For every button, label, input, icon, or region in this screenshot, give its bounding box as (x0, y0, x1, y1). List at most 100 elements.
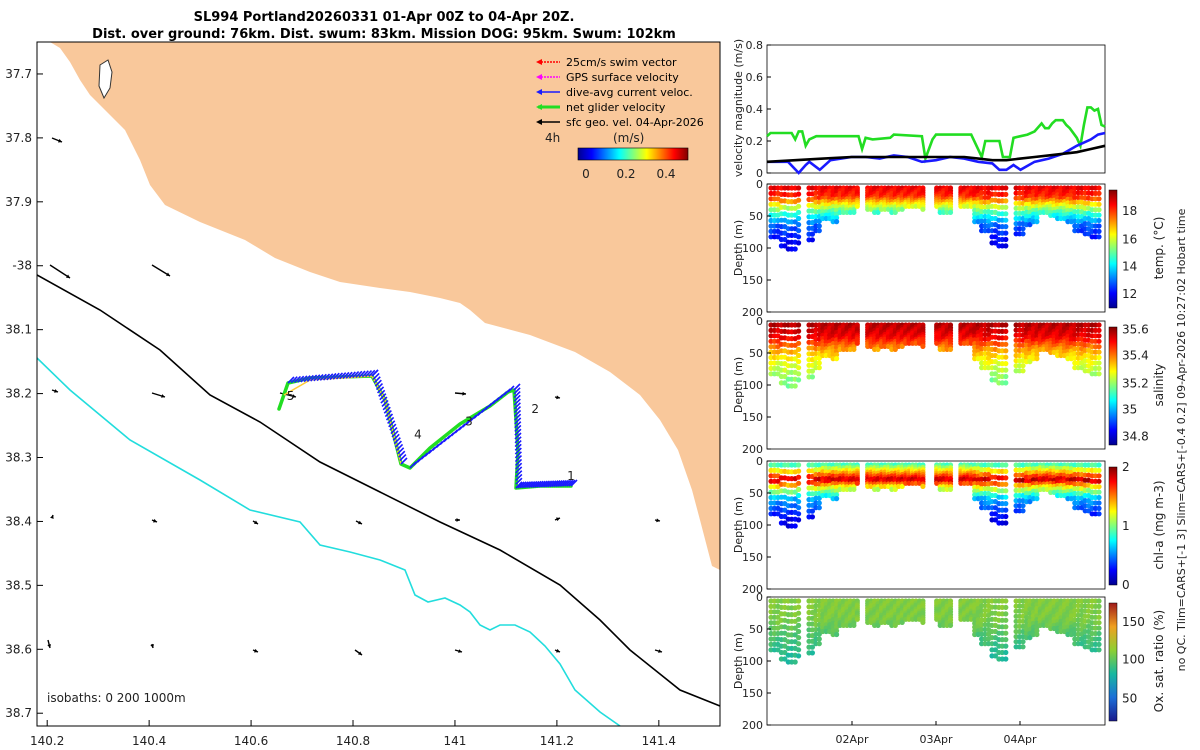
current-vector (514, 443, 522, 451)
section-sample (1003, 475, 1009, 481)
geo-arrow-head (150, 644, 155, 648)
section-sample (875, 622, 881, 629)
section-sample (796, 462, 802, 468)
glider-track: 1 2 3 4 5 (277, 369, 578, 490)
colorbar-tick-label: 34.8 (1122, 430, 1149, 444)
current-vector (339, 372, 347, 380)
current-vector (528, 480, 536, 489)
section-sample (920, 619, 926, 626)
section-sample (1003, 373, 1009, 380)
depth-tick-label: 200 (742, 719, 763, 732)
current-vector (513, 387, 521, 395)
legend-arrowhead (536, 104, 542, 110)
section-sample (834, 215, 840, 221)
section-sample (1003, 611, 1009, 617)
section-sample (796, 468, 802, 474)
section-sample (809, 231, 816, 237)
map-y-ticks: 37.7 37.8 37.9 -38 38.1 38.2 38.3 38.4 38.5 38.6 3… (5, 67, 43, 720)
velocity-series-geo (766, 144, 1106, 164)
section-sample (816, 636, 822, 642)
geo-arrow-head (556, 395, 560, 400)
section-colorbar (1108, 189, 1118, 309)
depth-ylabel: Depth (m) (732, 633, 745, 689)
colorbar-tick-label: 35 (1122, 403, 1137, 417)
section-sample (1003, 488, 1009, 494)
current-vector (514, 458, 523, 466)
current-vector (514, 417, 522, 425)
current-vector (332, 372, 340, 380)
map-y-tick-label: 37.7 (5, 67, 32, 81)
geo-arrow-head (292, 394, 296, 399)
section-sample (816, 218, 822, 224)
section-sample (1003, 643, 1009, 649)
section-sample (1096, 478, 1102, 484)
current-vector (534, 480, 542, 488)
section-sample (834, 496, 840, 502)
section-sample (782, 520, 788, 526)
section-sample (1096, 212, 1102, 218)
current-vector (373, 376, 381, 384)
current-vector (564, 479, 572, 487)
current-vector (383, 406, 391, 414)
section-sample (809, 644, 816, 650)
section-sample (796, 653, 802, 659)
section-sample (854, 616, 860, 622)
section-sample (1096, 201, 1102, 207)
legend-arrowhead (536, 59, 542, 65)
isobath-200m (37, 274, 720, 707)
section-sample (796, 505, 802, 511)
current-vector (514, 439, 522, 448)
section-sample (920, 483, 926, 489)
section-sample (796, 647, 802, 653)
section-sample (1096, 614, 1102, 620)
geo-arrow-head (50, 515, 54, 519)
geo-arrow (151, 264, 171, 277)
depth-tick-label: 0 (756, 178, 763, 191)
section-sample (1096, 322, 1102, 328)
current-vector (515, 466, 523, 474)
depth-tick-label: 100 (742, 379, 763, 392)
section-sample (796, 322, 802, 328)
current-vector (394, 440, 402, 448)
section-sample (834, 628, 840, 634)
section-sample (1020, 644, 1026, 650)
colorbar-tick-label: 16 (1122, 233, 1137, 247)
current-vector (540, 480, 548, 488)
current-vector (514, 436, 522, 444)
colorbar-tick-label: 14 (1122, 260, 1137, 274)
section-sample (816, 360, 822, 366)
current-vector (364, 369, 373, 378)
section-sample (985, 471, 992, 478)
section-sample (775, 338, 781, 344)
section-sample (796, 377, 802, 383)
current-vector (545, 480, 553, 488)
geo-arrow-head (358, 651, 362, 655)
current-vector (293, 375, 302, 384)
section-sample (985, 218, 992, 224)
colorbar-title: (m/s) (613, 131, 644, 145)
section-sample (1027, 359, 1033, 365)
section-sample (834, 219, 840, 225)
section-sample (796, 340, 802, 346)
section-sample (985, 607, 992, 614)
current-vector (515, 473, 523, 482)
section-sample (796, 616, 802, 622)
section-sample (992, 653, 999, 659)
legend-arrowhead (536, 74, 542, 80)
section-sample (782, 649, 788, 656)
section-sample (1086, 226, 1092, 232)
section-sample (796, 517, 802, 523)
section-colorbar (1108, 466, 1118, 586)
current-vector (398, 450, 406, 458)
isobath-label: isobaths: 0 200 1000m (47, 691, 186, 705)
map-frame (36, 41, 721, 727)
section-sample (854, 340, 860, 346)
legend-label: net glider velocity (566, 101, 666, 114)
current-vector (319, 373, 327, 381)
section-sample (1003, 328, 1009, 334)
current-vector (519, 481, 527, 489)
map-colorbar-tick: 0.4 (656, 167, 675, 181)
section-sample (992, 517, 999, 523)
depth-tick-label: 100 (742, 655, 763, 668)
title-line-2: Dist. over ground: 76km. Dist. swum: 83k… (92, 27, 676, 42)
